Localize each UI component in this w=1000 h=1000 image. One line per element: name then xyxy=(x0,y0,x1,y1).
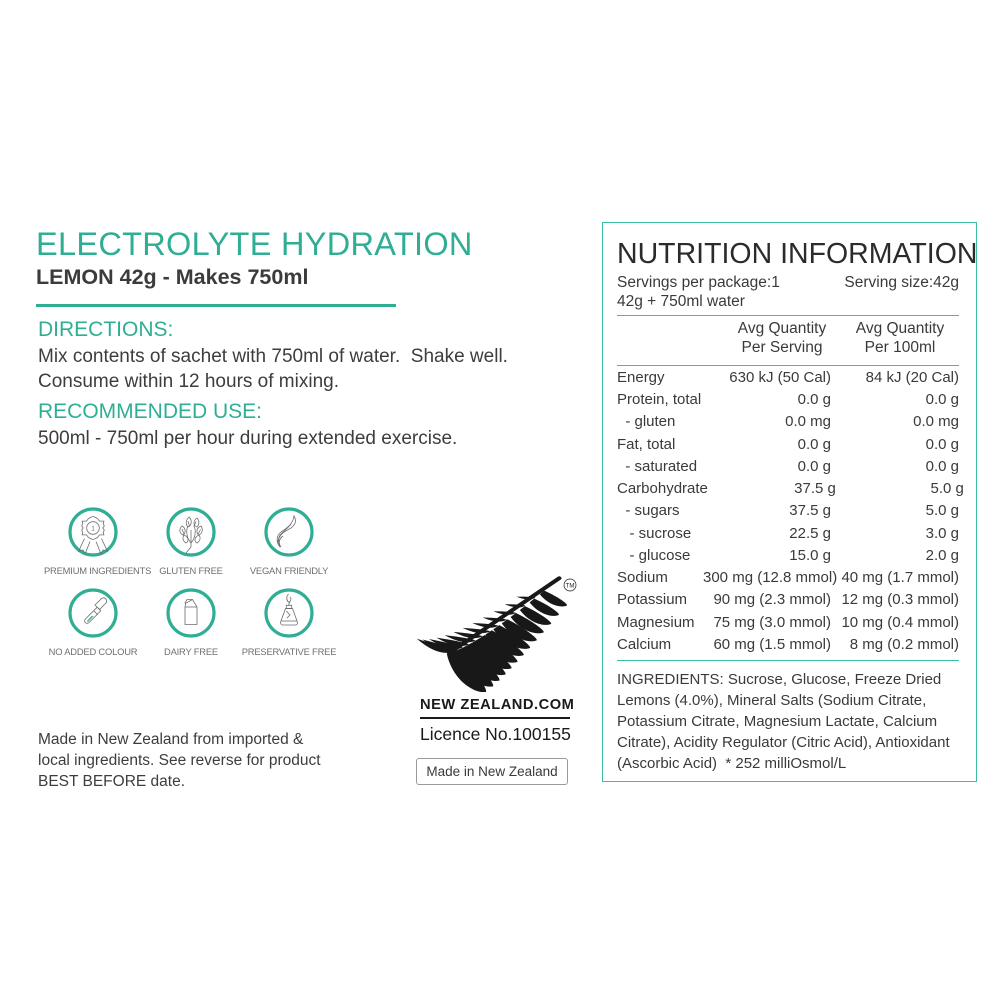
svg-text:1: 1 xyxy=(91,526,95,533)
svg-text:TM: TM xyxy=(566,584,575,590)
